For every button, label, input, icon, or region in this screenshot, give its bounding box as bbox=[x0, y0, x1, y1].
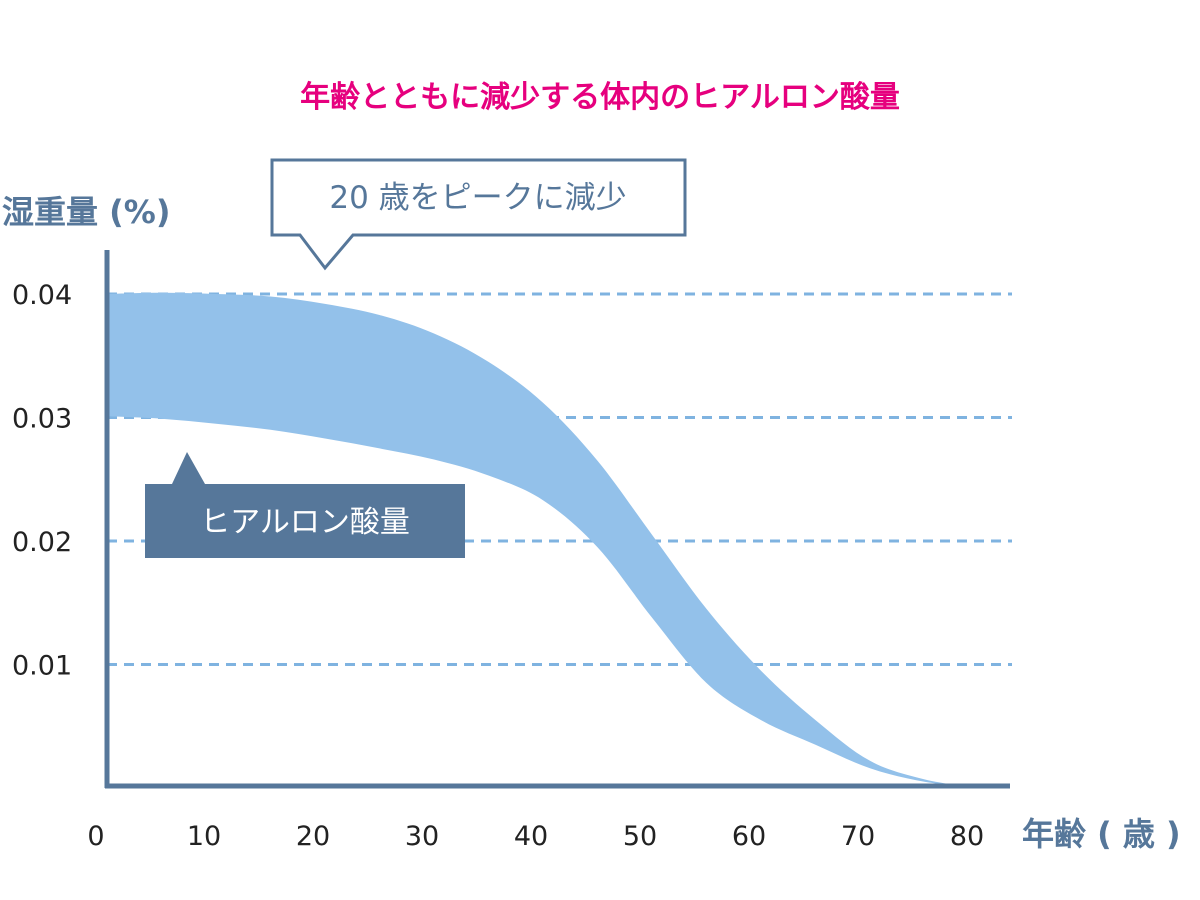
peak-callout-box bbox=[270, 158, 687, 271]
y-tick-label: 0.04 bbox=[12, 280, 72, 311]
x-tick-label: 30 bbox=[405, 821, 439, 852]
series-label-box bbox=[145, 452, 465, 558]
x-tick-label: 40 bbox=[514, 821, 548, 852]
y-tick-label: 0.01 bbox=[12, 651, 72, 682]
x-tick-label: 0 bbox=[87, 821, 104, 852]
x-tick-label: 10 bbox=[187, 821, 221, 852]
y-tick-label: 0.03 bbox=[12, 404, 72, 435]
x-tick-label: 80 bbox=[950, 821, 984, 852]
y-tick-labels: 0.04 0.03 0.02 0.01 bbox=[12, 280, 72, 682]
series-label-text: ヒアルロン酸量 bbox=[200, 505, 410, 540]
x-tick-labels: 0 10 20 30 40 50 60 70 80 bbox=[87, 821, 984, 852]
y-axis-label: 湿重量 (%) bbox=[2, 193, 170, 231]
grid-lines bbox=[107, 292, 1012, 666]
hyaluronic-acid-band bbox=[107, 292, 979, 788]
chart-title: 年齢とともに減少する体内のヒアルロン酸量 bbox=[300, 80, 900, 115]
x-axis-label: 年齢 ( 歳 ) bbox=[1022, 815, 1181, 853]
x-tick-label: 20 bbox=[296, 821, 330, 852]
data-band bbox=[107, 292, 979, 788]
peak-callout-text: 20 歳をピークに減少 bbox=[329, 180, 626, 216]
x-tick-label: 50 bbox=[623, 821, 657, 852]
y-tick-label: 0.02 bbox=[12, 527, 72, 558]
x-tick-label: 60 bbox=[732, 821, 766, 852]
peak-callout: 20 歳をピークに減少 bbox=[270, 158, 687, 271]
x-tick-label: 70 bbox=[841, 821, 875, 852]
series-label: ヒアルロン酸量 bbox=[145, 452, 465, 558]
